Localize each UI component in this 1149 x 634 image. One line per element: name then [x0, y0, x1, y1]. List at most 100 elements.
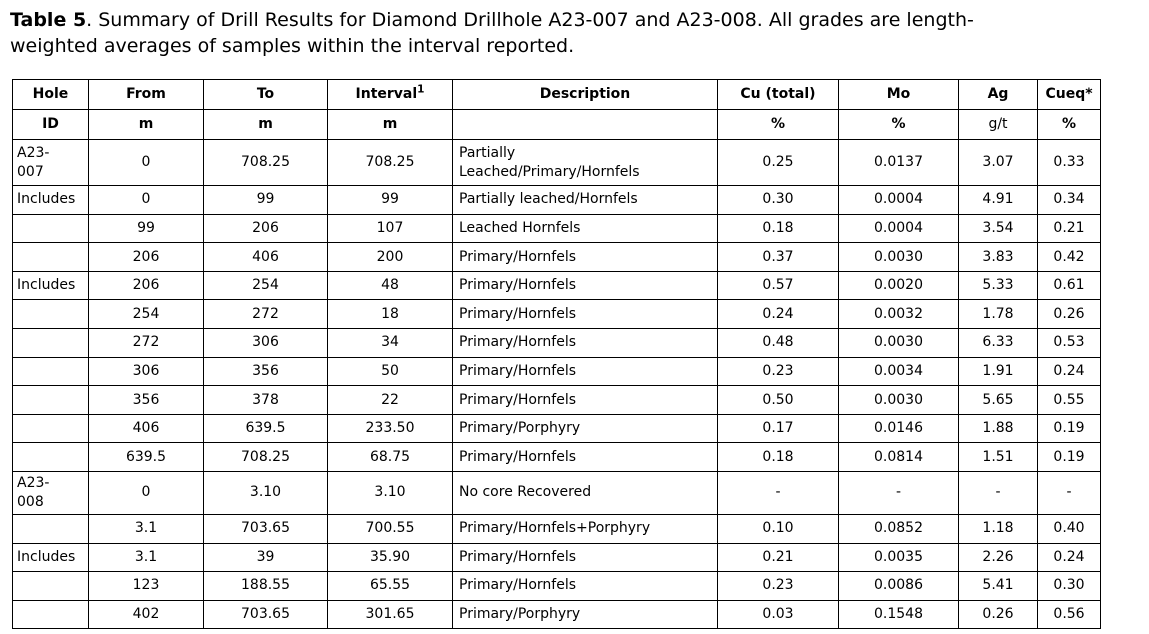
cell-interval: 22 — [327, 385, 453, 415]
cell-to: 3.10 — [203, 470, 328, 515]
cell-ag: 5.41 — [958, 571, 1038, 601]
cell-description: Primary/Hornfels — [452, 542, 718, 573]
cell-interval: 99 — [327, 185, 453, 215]
cell-description: Partially Leached/Primary/Hornfels — [452, 139, 718, 186]
cell-description: Primary/Hornfels — [452, 242, 718, 272]
cell-interval: 50 — [327, 356, 453, 387]
cell-description: Primary/Hornfels — [452, 385, 718, 415]
cell-from: 206 — [88, 270, 204, 301]
cell-cu: 0.18 — [717, 442, 839, 472]
cell-interval: 107 — [327, 213, 453, 244]
cell-cueq: 0.21 — [1037, 213, 1101, 244]
cell-interval: 700.55 — [327, 513, 453, 544]
cell-ag: 1.88 — [958, 413, 1038, 444]
cell-hole — [12, 299, 89, 329]
header-row-labels: Hole From To Interval1 Description Cu (t… — [12, 79, 1101, 110]
col-header-description: Description — [452, 79, 718, 110]
cell-cu: 0.17 — [717, 413, 839, 444]
cell-from: 0 — [88, 185, 204, 215]
cell-cueq: 0.40 — [1037, 513, 1101, 544]
cell-hole — [12, 599, 89, 630]
unit-cueq: % — [1037, 109, 1101, 140]
cell-from: 406 — [88, 413, 204, 444]
table-row: 356 378 22 Primary/Hornfels 0.50 0.0030 … — [12, 385, 1101, 415]
cell-ag: 4.91 — [958, 185, 1038, 215]
cell-cu: 0.24 — [717, 299, 839, 329]
cell-interval: 68.75 — [327, 442, 453, 472]
unit-to: m — [203, 109, 328, 140]
cell-to: 406 — [203, 242, 328, 272]
col-label-cueq: Cueq* — [1045, 86, 1093, 103]
table-row: 406 639.5 233.50 Primary/Porphyry 0.17 0… — [12, 413, 1101, 444]
cell-ag: 6.33 — [958, 327, 1038, 358]
cell-cu: 0.03 — [717, 599, 839, 630]
cell-description: Primary/Porphyry — [452, 599, 718, 630]
table-row: 99 206 107 Leached Hornfels 0.18 0.0004 … — [12, 213, 1101, 244]
cell-cu: 0.37 — [717, 242, 839, 272]
cell-cu: 0.18 — [717, 213, 839, 244]
cell-to: 39 — [203, 542, 328, 573]
table-row: A23- 007 0 708.25 708.25 Partially Leach… — [12, 139, 1101, 186]
cell-interval: 708.25 — [327, 139, 453, 186]
cell-cueq: 0.55 — [1037, 385, 1101, 415]
cell-mo: 0.0030 — [838, 242, 959, 272]
table-row: Includes 206 254 48 Primary/Hornfels 0.5… — [12, 270, 1101, 301]
col-header-mo: Mo — [838, 79, 959, 110]
cell-hole: A23- 007 — [12, 139, 89, 186]
cell-hole: Includes — [12, 542, 89, 573]
cell-mo: 0.0137 — [838, 139, 959, 186]
col-header-from: From — [88, 79, 204, 110]
footnote-marker: 1 — [417, 83, 425, 96]
cell-from: 306 — [88, 356, 204, 387]
cell-hole — [12, 327, 89, 358]
cell-to: 378 — [203, 385, 328, 415]
cell-interval: 34 — [327, 327, 453, 358]
table-row: 123 188.55 65.55 Primary/Hornfels 0.23 0… — [12, 571, 1101, 601]
cell-cu: 0.48 — [717, 327, 839, 358]
cell-cu: - — [717, 470, 839, 515]
col-label-interval: Interval — [355, 86, 418, 103]
cell-ag: 1.51 — [958, 442, 1038, 472]
cell-to: 356 — [203, 356, 328, 387]
cell-to: 708.25 — [203, 139, 328, 186]
cell-from: 3.1 — [88, 542, 204, 573]
table-row: Includes 0 99 99 Partially leached/Hornf… — [12, 185, 1101, 215]
cell-ag: 0.26 — [958, 599, 1038, 630]
cell-description: Primary/Hornfels — [452, 270, 718, 301]
unit-from: m — [88, 109, 204, 140]
cell-hole — [12, 442, 89, 472]
cell-hole: Includes — [12, 270, 89, 301]
table-row: 639.5 708.25 68.75 Primary/Hornfels 0.18… — [12, 442, 1101, 472]
cell-description: Primary/Hornfels — [452, 356, 718, 387]
cell-mo: 0.1548 — [838, 599, 959, 630]
cell-cueq: 0.30 — [1037, 571, 1101, 601]
cell-ag: 3.07 — [958, 139, 1038, 186]
cell-interval: 48 — [327, 270, 453, 301]
cell-to: 306 — [203, 327, 328, 358]
cell-hole — [12, 242, 89, 272]
cell-hole — [12, 413, 89, 444]
cell-mo: 0.0146 — [838, 413, 959, 444]
cell-from: 206 — [88, 242, 204, 272]
cell-to: 703.65 — [203, 599, 328, 630]
cell-interval: 35.90 — [327, 542, 453, 573]
table-caption: Table 5. Summary of Drill Results for Di… — [10, 7, 1100, 59]
col-header-hole: Hole — [12, 79, 89, 110]
col-header-to: To — [203, 79, 328, 110]
table-row: A23- 008 0 3.10 3.10 No core Recovered -… — [12, 470, 1101, 515]
table-row: 206 406 200 Primary/Hornfels 0.37 0.0030… — [12, 242, 1101, 272]
cell-description: Primary/Hornfels — [452, 299, 718, 329]
cell-ag: 1.91 — [958, 356, 1038, 387]
cell-cueq: 0.19 — [1037, 413, 1101, 444]
cell-ag: 2.26 — [958, 542, 1038, 573]
table-caption-number: Table 5 — [10, 9, 87, 31]
cell-from: 3.1 — [88, 513, 204, 544]
cell-cu: 0.23 — [717, 356, 839, 387]
col-label-cu: Cu (total) — [740, 86, 816, 103]
cell-from: 272 — [88, 327, 204, 358]
cell-mo: 0.0004 — [838, 213, 959, 244]
cell-mo: 0.0020 — [838, 270, 959, 301]
cell-hole: Includes — [12, 185, 89, 215]
cell-description: Primary/Hornfels — [452, 327, 718, 358]
col-label-hole: Hole — [32, 86, 69, 103]
